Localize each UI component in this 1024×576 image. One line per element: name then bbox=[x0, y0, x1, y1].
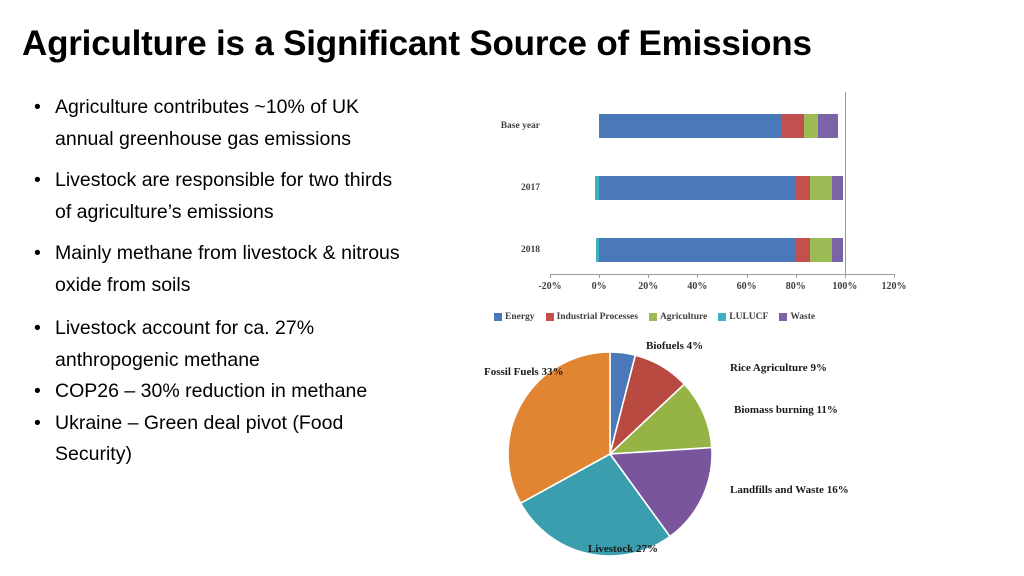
bar-chart-x-tick-label: 60% bbox=[736, 281, 757, 292]
bullet-text: Livestock account for ca. 27% anthropoge… bbox=[55, 317, 315, 371]
bullet-group: • Agriculture contributes ~10% of UK annu… bbox=[26, 92, 406, 155]
bar-segment-waste bbox=[832, 176, 844, 200]
bar-chart-x-axis bbox=[550, 274, 894, 275]
bar-chart-x-tick-label: 20% bbox=[638, 281, 659, 292]
legend-item-agriculture: Agriculture bbox=[648, 312, 708, 322]
bullet-marker-icon: • bbox=[34, 242, 41, 264]
bar-category-label-wrap: Base year bbox=[432, 121, 540, 131]
bar-chart-x-tick-label: 0% bbox=[591, 281, 607, 292]
bullet-text: Agriculture contributes ~10% of UK annua… bbox=[55, 96, 360, 150]
bar-segment-lulucf bbox=[595, 238, 600, 262]
bar-chart-x-tick bbox=[795, 274, 797, 278]
bar-segment-lulucf bbox=[595, 176, 600, 200]
bullet-marker-icon: • bbox=[34, 96, 41, 118]
stacked-bar-chart: Base year 2017 2018 -20% 0% 20% 40% 60% 80% 100% 1… bbox=[432, 92, 907, 337]
legend-label: LULUCF bbox=[729, 312, 769, 322]
bar-chart-x-tick bbox=[599, 274, 601, 278]
bar-chart-x-tick-label: 40% bbox=[687, 281, 708, 292]
bar-category-label: Base year bbox=[500, 121, 540, 131]
bullet-marker-icon: • bbox=[34, 380, 41, 402]
bar-segment-energy bbox=[599, 176, 796, 200]
bullet-item: • Livestock account for ca. 27% anthropog… bbox=[26, 313, 406, 376]
bar-chart-x-tick bbox=[697, 274, 699, 278]
bar-segment-waste bbox=[817, 114, 839, 138]
bar-chart-x-tick bbox=[648, 274, 650, 278]
bullet-item: • Ukraine – Green deal pivot (Food Securi… bbox=[26, 408, 406, 471]
bar-segment-waste bbox=[831, 238, 843, 262]
bar-row bbox=[432, 114, 902, 138]
pie-chart: Biofuels 4% Rice Agriculture 9% Biomass bu… bbox=[462, 334, 912, 574]
legend-swatch-icon bbox=[494, 313, 502, 321]
bullet-list: • Agriculture contributes ~10% of UK annu… bbox=[26, 92, 406, 471]
pie-slice-fossil-fuels bbox=[507, 351, 611, 505]
pie-slice-landfills-and-waste bbox=[608, 446, 713, 538]
bar-chart-plot-area: Base year 2017 2018 -20% 0% 20% 40% 60% 80% 100% 1… bbox=[432, 92, 907, 337]
bar-chart-plot-border bbox=[844, 92, 846, 274]
legend-swatch-icon bbox=[545, 313, 554, 321]
legend-swatch-icon bbox=[779, 313, 788, 321]
legend-swatch-icon bbox=[648, 313, 657, 321]
bar-row bbox=[432, 176, 902, 200]
bullet-text: Mainly methane from livestock & nitrous … bbox=[55, 242, 400, 296]
bar-segment-energy bbox=[599, 114, 782, 138]
bar-chart-x-tick-label: 100% bbox=[832, 281, 858, 292]
bullet-item: • COP26 – 30% reduction in methane bbox=[26, 376, 406, 408]
bullet-item: • Livestock are responsible for two third… bbox=[26, 165, 406, 228]
bullet-text: Livestock are responsible for two thirds… bbox=[55, 169, 393, 223]
bar-chart-x-tick-label: 80% bbox=[785, 281, 806, 292]
bar-chart-x-tick-label: 120% bbox=[881, 281, 907, 292]
bullet-text: Ukraine – Green deal pivot (Food Securit… bbox=[55, 411, 344, 466]
legend-label: Waste bbox=[790, 312, 816, 322]
bar-chart-x-tick bbox=[894, 274, 895, 278]
bullet-marker-icon: • bbox=[34, 317, 41, 339]
page-title: Agriculture is a Significant Source of E… bbox=[22, 24, 812, 63]
bullet-marker-icon: • bbox=[34, 411, 41, 434]
bullet-group: • Livestock are responsible for two third… bbox=[26, 165, 406, 228]
legend-item-industrial-processes: Industrial Processes bbox=[545, 312, 638, 322]
bar-segment-energy bbox=[599, 238, 796, 262]
bar-category-label-wrap: 2017 bbox=[432, 183, 540, 193]
legend-item-waste: Waste bbox=[779, 312, 815, 322]
bar-segment-industrial-processes bbox=[795, 238, 811, 262]
legend-label: Energy bbox=[505, 312, 535, 322]
bullet-marker-icon: • bbox=[34, 169, 41, 191]
legend-label: Industrial Processes bbox=[556, 312, 638, 322]
bar-chart-legend: Energy Industrial Processes Agriculture LUL… bbox=[494, 312, 894, 322]
bar-segment-agriculture bbox=[803, 114, 818, 138]
pie-slice-biomass-burning bbox=[607, 383, 713, 455]
pie-label-fossil-fuels: Fossil Fuels 33% bbox=[484, 366, 564, 378]
bar-chart-x-tick-label: -20% bbox=[538, 281, 562, 292]
bar-category-label: 2018 bbox=[521, 245, 540, 255]
bar-chart-x-tick bbox=[844, 274, 846, 278]
bar-category-label: 2017 bbox=[521, 183, 540, 193]
bullet-item: • Mainly methane from livestock & nitrous… bbox=[26, 238, 406, 301]
legend-item-energy: Energy bbox=[494, 312, 535, 322]
bullet-item: • Agriculture contributes ~10% of UK annu… bbox=[26, 92, 406, 155]
bullet-text: COP26 – 30% reduction in methane bbox=[55, 380, 368, 402]
bar-segment-industrial-processes bbox=[781, 114, 804, 138]
legend-swatch-icon bbox=[718, 313, 727, 321]
pie-label-rice-agriculture: Rice Agriculture 9% bbox=[730, 362, 827, 374]
bullet-group: • Livestock account for ca. 27% anthropog… bbox=[26, 313, 406, 471]
pie-label-biofuels: Biofuels 4% bbox=[646, 340, 704, 352]
bullet-group: • Mainly methane from livestock & nitrous… bbox=[26, 238, 406, 301]
bar-category-label-wrap: 2018 bbox=[432, 245, 540, 255]
pie-label-biomass-burning: Biomass burning 11% bbox=[734, 404, 838, 416]
pie-label-livestock: Livestock 27% bbox=[588, 543, 658, 555]
bar-row bbox=[432, 238, 902, 262]
bar-chart-x-tick bbox=[746, 274, 748, 278]
bar-segment-industrial-processes bbox=[795, 176, 810, 200]
bar-chart-x-tick bbox=[550, 274, 551, 278]
legend-item-lulucf: LULUCF bbox=[718, 312, 768, 322]
pie-label-landfills-and-waste: Landfills and Waste 16% bbox=[730, 484, 849, 496]
pie-slice-livestock bbox=[519, 452, 672, 557]
legend-label: Agriculture bbox=[659, 312, 708, 322]
pie-chart-svg bbox=[507, 351, 713, 557]
bar-segment-agriculture bbox=[809, 176, 833, 200]
bar-segment-agriculture bbox=[810, 238, 832, 262]
